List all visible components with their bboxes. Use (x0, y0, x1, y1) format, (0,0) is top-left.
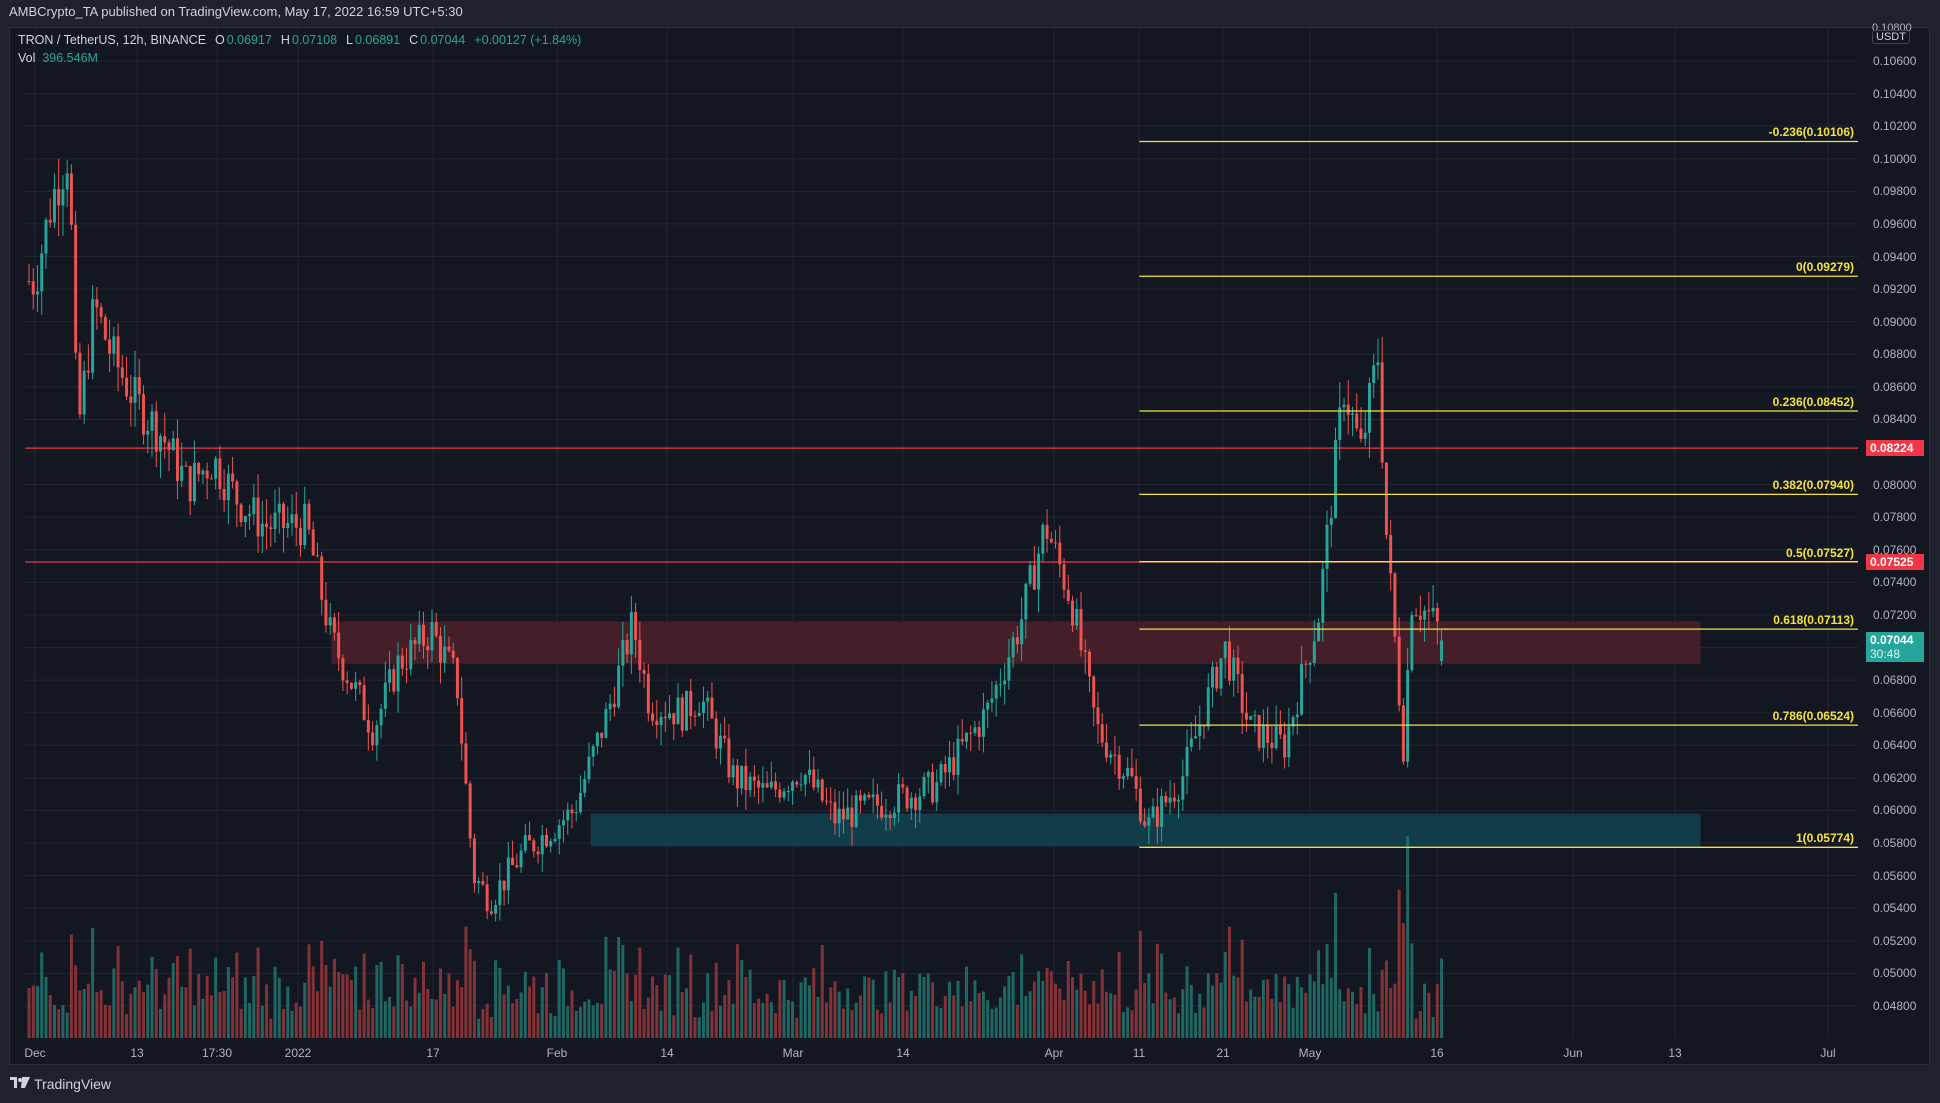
fib-level-label: 0.5(0.07527) (1786, 546, 1854, 560)
price-tick: 0.09000 (1873, 315, 1916, 329)
price-tick: 0.10000 (1873, 152, 1916, 166)
time-tick: 13 (130, 1046, 143, 1060)
low-label: L (346, 33, 353, 47)
price-tick: 0.06600 (1873, 706, 1916, 720)
fib-level-label: 1(0.05774) (1796, 831, 1854, 845)
price-tick: 0.05000 (1873, 966, 1916, 980)
low-value: 0.06891 (355, 33, 400, 47)
price-tick: 0.05200 (1873, 934, 1916, 948)
close-value: 0.07044 (420, 33, 465, 47)
time-tick: Mar (783, 1046, 804, 1060)
price-tick: 0.07200 (1873, 608, 1916, 622)
price-tick: 0.04800 (1873, 999, 1916, 1013)
fib-level-label: 0.382(0.07940) (1773, 478, 1854, 492)
support-zone[interactable] (591, 814, 1701, 847)
price-tick: 0.09200 (1873, 282, 1916, 296)
price-tick: 0.06800 (1873, 673, 1916, 687)
fib-level-label: 0.618(0.07113) (1773, 613, 1854, 627)
high-label: H (281, 33, 290, 47)
time-tick: 17 (426, 1046, 439, 1060)
price-badge: 0.0704430:48 (1866, 632, 1924, 662)
currency-label[interactable]: USDT (1872, 30, 1910, 44)
price-tick: 0.10400 (1873, 87, 1916, 101)
price-badge: 0.08224 (1866, 440, 1924, 456)
price-tick: 0.08800 (1873, 347, 1916, 361)
price-tick: 0.08600 (1873, 380, 1916, 394)
price-tick: 0.09400 (1873, 250, 1916, 264)
price-tick: 0.09800 (1873, 184, 1916, 198)
brand-name: TradingView (34, 1076, 111, 1092)
symbol-legend: TRON / TetherUS, 12h, BINANCE O0.06917 H… (18, 33, 583, 47)
time-tick: 21 (1216, 1046, 1229, 1060)
price-tick: 0.09600 (1873, 217, 1916, 231)
fib-level-label: 0(0.09279) (1796, 260, 1854, 274)
volume-label: Vol (18, 51, 35, 65)
fib-level-label: -0.236(0.10106) (1769, 125, 1854, 139)
price-tick: 0.05800 (1873, 836, 1916, 850)
open-value: 0.06917 (227, 33, 272, 47)
time-tick: 14 (660, 1046, 673, 1060)
time-tick: Apr (1045, 1046, 1064, 1060)
time-tick: 2022 (285, 1046, 312, 1060)
change-value: +0.00127 (+1.84%) (474, 33, 581, 47)
price-tick: 0.07400 (1873, 575, 1916, 589)
candlestick-chart[interactable] (0, 0, 1940, 1103)
price-tick: 0.08000 (1873, 478, 1916, 492)
time-tick: 17:30 (202, 1046, 232, 1060)
high-value: 0.07108 (292, 33, 337, 47)
time-tick: Jun (1563, 1046, 1582, 1060)
tradingview-logo-icon (10, 1076, 30, 1092)
time-tick: May (1299, 1046, 1322, 1060)
price-tick: 0.06000 (1873, 803, 1916, 817)
time-tick: Jul (1820, 1046, 1835, 1060)
price-tick: 0.10600 (1873, 54, 1916, 68)
open-label: O (215, 33, 225, 47)
time-tick: 16 (1430, 1046, 1443, 1060)
tradingview-logo[interactable]: TradingView (10, 1076, 111, 1092)
symbol-title: TRON / TetherUS, 12h, BINANCE (18, 33, 206, 47)
time-tick: 14 (896, 1046, 909, 1060)
price-tick: 0.08400 (1873, 412, 1916, 426)
price-tick: 0.05600 (1873, 869, 1916, 883)
close-label: C (409, 33, 418, 47)
fib-level-label: 0.786(0.06524) (1773, 709, 1854, 723)
time-tick: Feb (547, 1046, 568, 1060)
price-tick: 0.06400 (1873, 738, 1916, 752)
price-tick: 0.10200 (1873, 119, 1916, 133)
time-tick: 11 (1133, 1046, 1145, 1060)
volume-value: 396.546M (42, 51, 98, 65)
time-tick: Dec (24, 1046, 45, 1060)
price-tick: 0.07800 (1873, 510, 1916, 524)
price-tick: 0.06200 (1873, 771, 1916, 785)
price-badge: 0.07525 (1866, 554, 1924, 570)
fib-level-label: 0.236(0.08452) (1773, 395, 1854, 409)
time-tick: 13 (1668, 1046, 1681, 1060)
price-tick: 0.05400 (1873, 901, 1916, 915)
volume-legend: Vol 396.546M (18, 51, 98, 65)
